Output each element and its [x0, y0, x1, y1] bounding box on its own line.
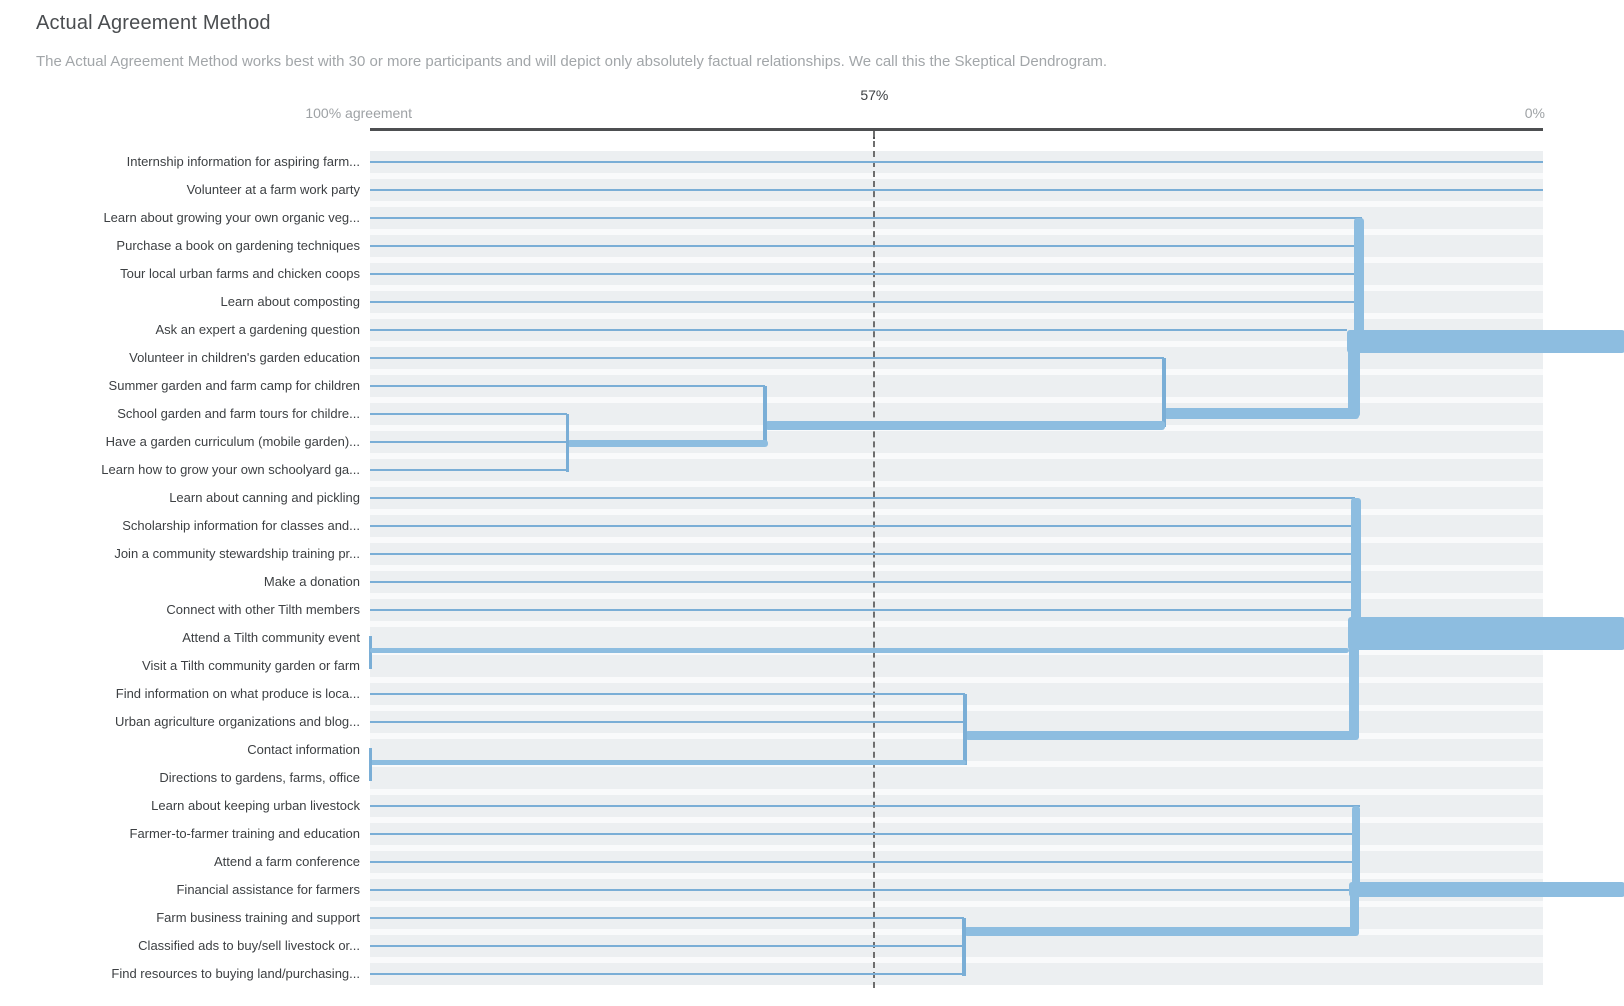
dendrogram-segment	[370, 945, 964, 947]
dendrogram-segment	[765, 420, 1166, 430]
dendrogram-segment	[370, 273, 1358, 275]
dendrogram-segment	[370, 648, 1350, 654]
dendrogram-segment	[370, 525, 1358, 527]
dendrogram-segment	[370, 385, 766, 387]
item-label: Find information on what produce is loca…	[115, 686, 360, 701]
item-label: Classified ads to buy/sell livestock or.…	[138, 938, 360, 953]
dendrogram-segment	[1347, 329, 1624, 353]
item-label: Urban agriculture organizations and blog…	[115, 714, 360, 729]
dendrogram-segment	[370, 721, 965, 723]
dendrogram-segment	[370, 357, 1165, 359]
axis-right-label: 0%	[1524, 105, 1545, 121]
dendrogram-segment	[370, 609, 1352, 611]
dendrogram-segment	[1352, 806, 1361, 892]
dendrogram-segment	[370, 301, 1356, 303]
threshold-dashed-line	[873, 131, 876, 988]
dendrogram-segment	[370, 861, 1356, 863]
dendrogram-segment	[370, 917, 964, 919]
dendrogram-segment	[370, 189, 1543, 191]
dendrogram-segment	[370, 329, 1348, 331]
item-label: Make a donation	[263, 574, 360, 589]
item-label: Purchase a book on gardening techniques	[116, 238, 360, 253]
dendrogram-segment	[1353, 218, 1364, 343]
page-subtitle: The Actual Agreement Method works best w…	[36, 53, 1108, 70]
dendrogram-segment	[368, 748, 372, 781]
item-label: Volunteer at a farm work party	[186, 182, 360, 197]
dendrogram-segment	[963, 926, 1359, 936]
dendrogram-segment	[370, 441, 568, 443]
item-label: Have a garden curriculum (mobile garden)…	[105, 434, 360, 449]
item-label: Join a community stewardship training pr…	[114, 546, 360, 561]
dendrogram-segment	[370, 413, 568, 415]
dendrogram-segment	[964, 730, 1359, 740]
dendrogram-segment	[370, 693, 965, 695]
dendrogram-segment	[567, 439, 768, 447]
item-label: Ask an expert a gardening question	[155, 322, 360, 337]
dendrogram-segment	[1162, 358, 1167, 427]
item-label: Learn about canning and pickling	[169, 490, 360, 505]
dendrogram-segment	[370, 245, 1360, 247]
item-label: Learn about keeping urban livestock	[151, 798, 360, 813]
dendrogram-segment	[370, 889, 1350, 891]
item-label: Internship information for aspiring farm…	[126, 154, 360, 169]
dendrogram-segment	[370, 973, 964, 975]
dendrogram-segment	[370, 217, 1363, 219]
item-label: Learn how to grow your own schoolyard ga…	[101, 462, 360, 477]
dendrogram-segment	[961, 918, 966, 976]
item-label: Connect with other Tilth members	[166, 602, 360, 617]
dendrogram-segment	[1164, 407, 1359, 419]
dendrogram-segment	[370, 469, 568, 471]
dendrogram-segment	[1349, 643, 1360, 739]
item-label: Contact information	[247, 742, 360, 757]
item-label: Learn about growing your own organic veg…	[103, 210, 360, 225]
dendrogram-segment	[370, 760, 966, 766]
axis-left-label: 100% agreement	[305, 105, 412, 121]
axis-threshold-label: 57%	[860, 87, 889, 103]
item-label: Volunteer in children's garden education	[129, 350, 360, 365]
dendrogram-segment	[1348, 335, 1361, 417]
item-label: Farm business training and support	[156, 910, 360, 925]
item-label: Summer garden and farm camp for children	[108, 378, 360, 393]
axis-line	[370, 128, 1543, 131]
dendrogram-segment	[763, 386, 768, 445]
dendrogram-segment	[370, 581, 1353, 583]
item-label: Farmer-to-farmer training and education	[129, 826, 361, 841]
page-title: Actual Agreement Method	[36, 12, 271, 34]
dendrogram-segment	[370, 553, 1356, 555]
dendrogram-segment	[1348, 617, 1624, 651]
dendrogram-segment	[1349, 887, 1359, 934]
item-label: Tour local urban farms and chicken coops	[120, 266, 360, 281]
dendrogram-segment	[1351, 498, 1362, 638]
item-label: Attend a farm conference	[214, 854, 360, 869]
dendrogram-segment	[370, 805, 1360, 807]
dendrogram-segment	[370, 161, 1543, 163]
dendrogram-segment	[565, 414, 569, 472]
item-label: Attend a Tilth community event	[182, 630, 360, 645]
item-label: Financial assistance for farmers	[176, 882, 360, 897]
item-label: Visit a Tilth community garden or farm	[142, 658, 360, 673]
item-label: Learn about composting	[220, 294, 360, 309]
item-label: Scholarship information for classes and.…	[122, 518, 360, 533]
item-label: School garden and farm tours for childre…	[117, 406, 360, 421]
item-label: Directions to gardens, farms, office	[159, 770, 360, 785]
dendrogram-segment	[370, 497, 1356, 499]
plot-background	[370, 151, 1543, 985]
dendrogram-segment	[962, 694, 967, 765]
item-label: Find resources to buying land/purchasing…	[111, 966, 360, 981]
dendrogram-segment	[370, 833, 1358, 835]
dendrogram-segment	[1349, 881, 1624, 897]
